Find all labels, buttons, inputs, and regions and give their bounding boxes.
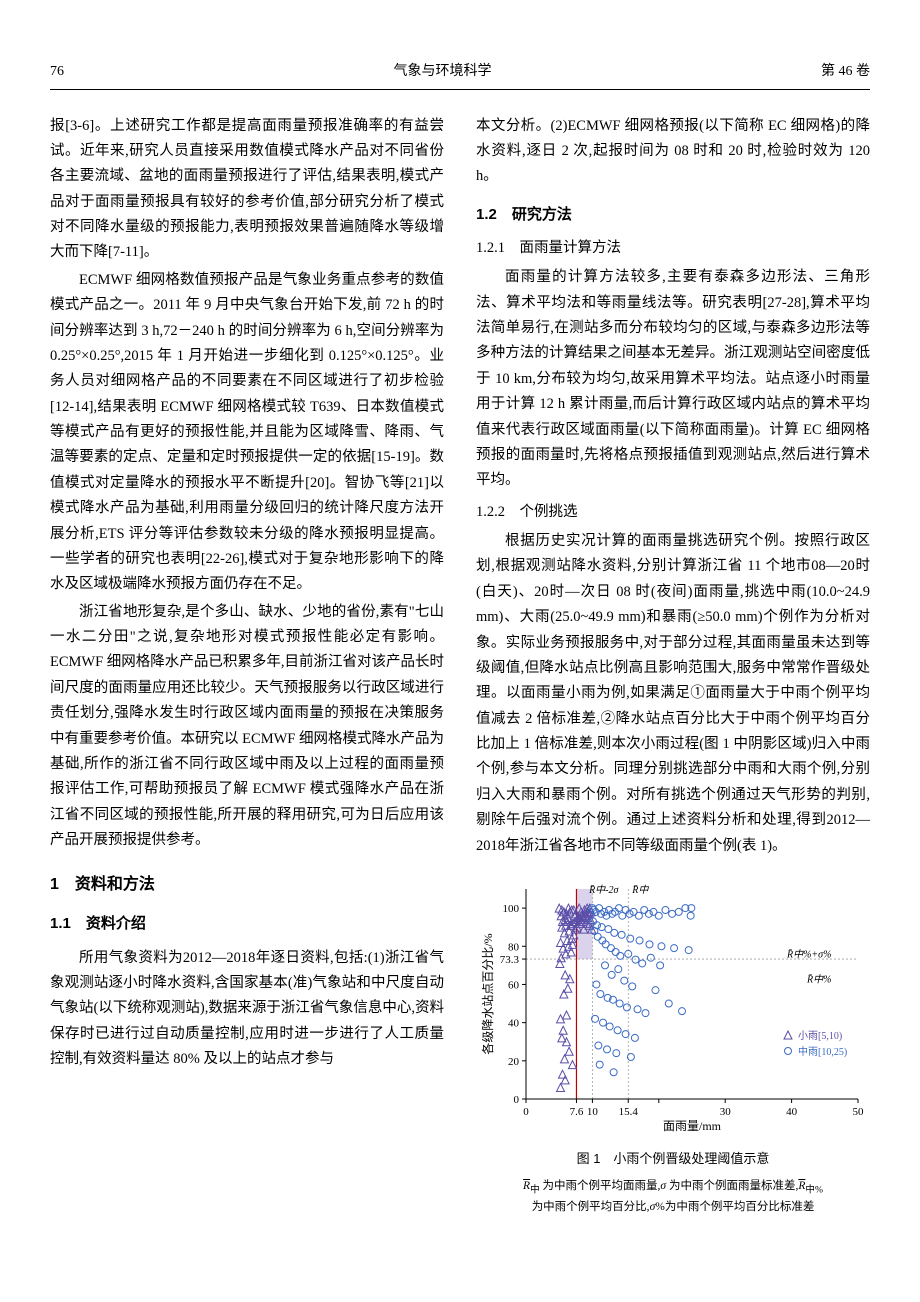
svg-text:R̄中: R̄中 [631,884,649,896]
figure-1-caption: 图 1 小雨个例晋级处理阈值示意 [476,1148,870,1171]
svg-text:50: 50 [853,1106,865,1118]
volume-right: 第 46 卷 [821,60,870,85]
section-1-1-heading: 1.1 资料介绍 [50,911,444,937]
svg-text:40: 40 [786,1106,798,1118]
figure-1-chart: 0 7.610 15.4 30 40 50 0 20 40 60 73.380 100 面雨量/mm 各级… [478,875,868,1135]
svg-text:15.4: 15.4 [619,1106,639,1118]
svg-text:各级降水站点百分比/%: 各级降水站点百分比/% [480,933,495,1054]
svg-text:0: 0 [514,1094,520,1106]
svg-text:73.3: 73.3 [500,954,520,966]
section-1-2-heading: 1.2 研究方法 [476,202,870,228]
para-r1: 本文分析。(2)ECMWF 细网格预报(以下简称 EC 细网格)的降水资料,逐日… [476,114,870,190]
svg-text:60: 60 [508,979,520,991]
figure-1-note: R中 为中雨个例平均面雨量,σ 为中雨个例面雨量标准差,R中% 为中雨个例平均百… [476,1177,870,1216]
two-column-layout: 报[3-6]。上述研究工作都是提高面雨量预报准确率的有益尝试。近年来,研究人员直… [50,114,870,1217]
svg-text:中雨[10,25): 中雨[10,25) [798,1045,847,1058]
section-1-2-2-heading: 1.2.2 个例挑选 [476,500,870,525]
left-column: 报[3-6]。上述研究工作都是提高面雨量预报准确率的有益尝试。近年来,研究人员直… [50,114,444,1217]
page-header: 76 气象与环境科学 第 46 卷 [50,60,870,90]
figure-1: 0 7.610 15.4 30 40 50 0 20 40 60 73.380 100 面雨量/mm 各级… [476,875,870,1216]
para-r2: 面雨量的计算方法较多,主要有泰森多边形法、三角形法、算术平均法和等雨量线法等。研… [476,265,870,493]
para-l3: 浙江省地形复杂,是个多山、缺水、少地的省份,素有"七山一水二分田"之说,复杂地形… [50,600,444,854]
svg-text:80: 80 [508,941,520,953]
right-column: 本文分析。(2)ECMWF 细网格预报(以下简称 EC 细网格)的降水资料,逐日… [476,114,870,1217]
section-1-heading: 1 资料和方法 [50,871,444,899]
svg-text:20: 20 [508,1056,520,1068]
svg-text:小雨[5,10): 小雨[5,10) [798,1030,842,1042]
svg-text:40: 40 [508,1018,520,1030]
svg-text:R̄中%+σ%: R̄中%+σ% [786,949,831,961]
svg-text:0: 0 [523,1106,529,1118]
svg-text:7.6: 7.6 [570,1106,584,1118]
svg-text:30: 30 [720,1106,732,1118]
svg-text:R̄中%: R̄中% [806,973,831,985]
journal-title: 气象与环境科学 [394,60,492,85]
svg-text:R̄中-2σ: R̄中-2σ [588,884,619,896]
para-r3: 根据历史实况计算的面雨量挑选研究个例。按照行政区划,根据观测站降水资料,分别计算… [476,529,870,859]
svg-text:10: 10 [587,1106,599,1118]
section-1-2-1-heading: 1.2.1 面雨量计算方法 [476,236,870,261]
para-l2: ECMWF 细网格数值预报产品是气象业务重点参考的数值模式产品之一。2011 年… [50,268,444,598]
svg-text:100: 100 [503,903,520,915]
para-l1: 报[3-6]。上述研究工作都是提高面雨量预报准确率的有益尝试。近年来,研究人员直… [50,114,444,266]
para-l4: 所用气象资料为2012—2018年逐日资料,包括:(1)浙江省气象观测站逐小时降… [50,946,444,1073]
svg-text:面雨量/mm: 面雨量/mm [663,1119,722,1133]
page-number-left: 76 [50,60,64,85]
